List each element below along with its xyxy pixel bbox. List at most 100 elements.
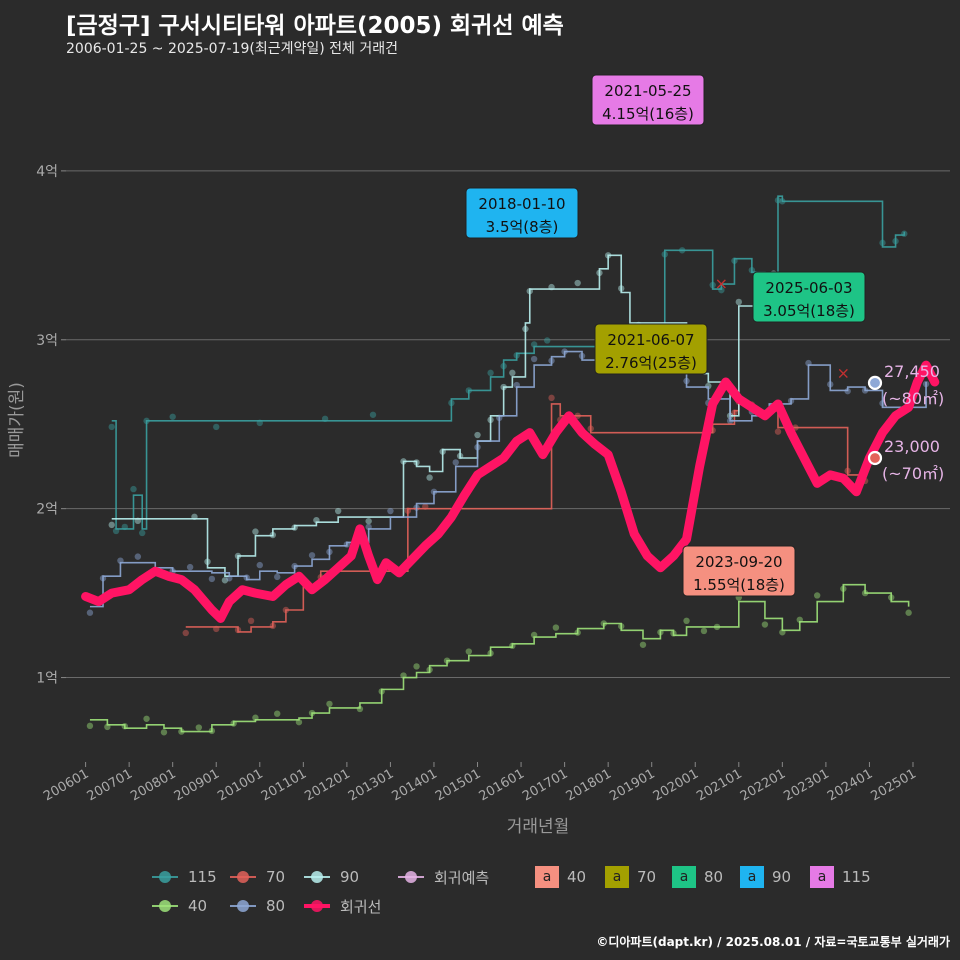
- x-tick-label: 200701: [85, 766, 135, 804]
- transaction-point: [186, 563, 194, 571]
- transaction-point: [813, 592, 821, 599]
- x-tick-label: 201301: [346, 766, 396, 804]
- prediction-area: (~80㎡): [882, 389, 944, 408]
- chart-subtitle: 2006-01-25 ~ 2025-07-19(최근계약일) 전체 거래건: [66, 41, 398, 57]
- legend-label: 115: [188, 868, 217, 886]
- legend-color-box: a: [810, 866, 834, 888]
- transaction-point: [108, 521, 115, 529]
- legend-item-40: 40: [150, 893, 207, 919]
- transaction-point: [86, 722, 94, 730]
- transaction-point: [334, 507, 342, 515]
- transaction-point: [774, 428, 782, 435]
- x-tick-label: 201201: [302, 766, 352, 804]
- legend-label: 80: [704, 868, 724, 886]
- y-tick-label: 2억: [36, 502, 58, 518]
- x-tick-label: 200801: [128, 766, 178, 804]
- legend-color-box: a: [535, 866, 559, 888]
- annotation-value: 1.55억(18층): [693, 576, 785, 594]
- transaction-point: [369, 411, 377, 418]
- legend-label: 70: [637, 868, 657, 886]
- x-tick-label: 202001: [651, 766, 701, 804]
- credit-text: ©디아파트(dapt.kr) / 2025.08.01 / 자료=국토교통부 실…: [596, 935, 950, 949]
- legend-symbol: [398, 871, 424, 883]
- legend-box-item-80: a 80: [672, 864, 723, 890]
- annotation-date: 2025-06-03: [765, 279, 852, 297]
- legend-symbol: [152, 900, 178, 912]
- transaction-point: [256, 561, 263, 569]
- legend: 115 70 90 회귀예측 40 80 회귀선 a 40 a 70 a 80 a 90 a 115: [150, 864, 940, 924]
- transaction-point: [487, 369, 494, 377]
- x-tick-label: 202101: [694, 766, 744, 804]
- legend-label: 80: [266, 897, 286, 915]
- prediction-marker: [867, 450, 883, 466]
- transaction-point: [543, 337, 551, 344]
- transaction-point: [308, 552, 316, 559]
- transaction-point: [735, 298, 742, 306]
- annotation-box: [752, 271, 866, 323]
- legend-box-item-40: a 40: [535, 864, 586, 890]
- transaction-point: [134, 553, 142, 560]
- transaction-point: [552, 624, 560, 631]
- transaction-point: [530, 355, 538, 363]
- y-tick-label: 3억: [36, 333, 58, 349]
- transaction-point: [182, 629, 189, 637]
- legend-item-115: 115: [150, 864, 217, 890]
- x-tick-label: 202401: [825, 766, 875, 804]
- transaction-point: [639, 641, 647, 648]
- annotation-box: [465, 187, 579, 239]
- transaction-point: [474, 431, 481, 439]
- cancel-mark: ×: [715, 274, 728, 293]
- transaction-point: [413, 663, 420, 670]
- y-tick-label: 4억: [36, 164, 58, 180]
- legend-box-item-115: a 115: [810, 864, 871, 890]
- annotation-box: [591, 74, 705, 126]
- legend-color-box: a: [672, 866, 696, 888]
- x-axis-label: 거래년월: [507, 817, 570, 837]
- x-tick-label: 200601: [41, 766, 91, 804]
- x-tick-label: 201501: [433, 766, 483, 804]
- series-line-40: [89, 583, 910, 733]
- transaction-point: [143, 715, 150, 722]
- annotation-box: [682, 545, 796, 597]
- legend-item-70: 70: [228, 864, 285, 890]
- legend-color-box: a: [605, 866, 629, 888]
- legend-item-80: 80: [228, 893, 285, 919]
- prediction-area: (~70㎡): [882, 464, 944, 483]
- legend-symbol: [304, 871, 330, 883]
- transaction-point: [700, 627, 708, 635]
- legend-label: 90: [340, 868, 360, 886]
- cancel-mark: ×: [837, 364, 850, 383]
- y-tick-label: 1억: [36, 671, 58, 687]
- x-tick-label: 202301: [781, 766, 831, 804]
- annotation-box: [594, 323, 708, 375]
- transaction-point: [452, 459, 459, 466]
- legend-label: 90: [772, 868, 792, 886]
- legend-label: 회귀선: [340, 897, 382, 916]
- annotation-date: 2021-05-25: [604, 82, 691, 100]
- transaction-point: [274, 573, 281, 581]
- x-tick-label: 201401: [389, 766, 439, 804]
- transaction-point: [213, 423, 220, 431]
- x-tick-label: 200901: [172, 766, 222, 804]
- transaction-point: [160, 729, 168, 736]
- legend-label: 40: [188, 897, 208, 915]
- regression-line: [81, 360, 940, 623]
- series-line-80: [89, 350, 927, 608]
- legend-symbol: [230, 871, 256, 883]
- x-tick-label: 202501: [868, 766, 918, 804]
- transaction-point: [195, 724, 203, 731]
- legend-symbol: [152, 871, 178, 883]
- series-line-90: [111, 254, 805, 578]
- series-line-115: [111, 195, 906, 530]
- transaction-point: [465, 648, 473, 655]
- x-tick-label: 202201: [738, 766, 788, 804]
- transaction-point: [169, 413, 176, 420]
- x-tick-label: 201001: [215, 766, 265, 804]
- transaction-point: [548, 394, 555, 402]
- legend-label: 회귀예측: [434, 868, 490, 887]
- x-tick-label: 201901: [607, 766, 657, 804]
- x-tick-label: 201601: [477, 766, 527, 804]
- transaction-point: [905, 609, 912, 616]
- x-tick-label: 201101: [259, 766, 309, 804]
- y-axis-label: 매매가(원): [7, 382, 27, 458]
